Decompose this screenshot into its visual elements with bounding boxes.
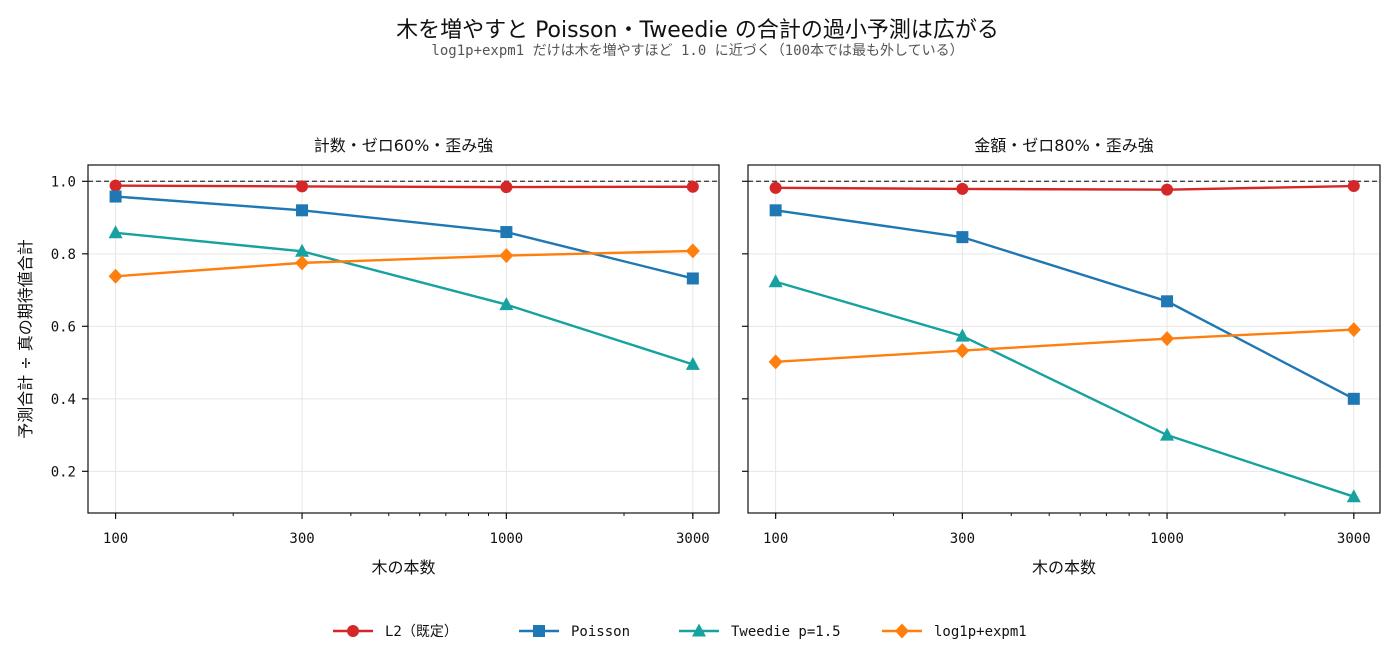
x-tick-label: 100 (763, 531, 788, 547)
series-line (115, 249, 693, 278)
data-point (1161, 295, 1174, 308)
data-point (295, 255, 310, 271)
data-point (956, 231, 969, 244)
data-point (295, 243, 310, 257)
data-point (500, 226, 513, 239)
data-point (1161, 183, 1174, 196)
x-tick-label: 3000 (1337, 531, 1371, 547)
legend-label: L2（既定） (385, 624, 458, 640)
y-tick-label: 0.4 (51, 392, 76, 408)
data-point (768, 354, 783, 370)
data-point (686, 272, 699, 285)
data-point (296, 180, 309, 193)
x-tick-label: 300 (950, 531, 975, 547)
x-tick-label: 1000 (1150, 531, 1184, 547)
legend-label: Tweedie p=1.5 (731, 624, 841, 640)
data-point (1346, 489, 1361, 503)
series-line (775, 280, 1355, 498)
series-line (775, 209, 1355, 400)
legend-entry-tweedie-p-1-5: Tweedie p=1.5 (679, 623, 841, 640)
plot-frame (87, 164, 720, 514)
legend-marker (533, 625, 545, 637)
y-tick-label: 0.2 (51, 464, 76, 480)
series-line (115, 231, 694, 366)
series-l2 (769, 180, 1360, 196)
data-point (769, 204, 782, 217)
series-poisson (109, 190, 699, 285)
data-point (768, 274, 783, 288)
series-l2 (109, 179, 699, 194)
panel-title: 計数・ゼロ60%・歪み強 (314, 136, 494, 155)
x-axis-title: 木の本数 (1032, 558, 1096, 577)
legend-marker (347, 625, 359, 637)
data-point (1160, 427, 1175, 441)
data-point (686, 180, 699, 193)
x-tick-label: 300 (289, 531, 314, 547)
data-point (1346, 322, 1361, 338)
data-point (500, 181, 513, 194)
x-axis-title: 木の本数 (371, 558, 435, 577)
legend-label: Poisson (571, 624, 630, 640)
legend: L2（既定） Poisson Tweedie p=1.5 log1p+expm1 (333, 623, 1027, 640)
data-point (499, 297, 514, 311)
x-tick-label: 3000 (676, 531, 710, 547)
data-point (955, 328, 970, 342)
data-point (769, 181, 782, 194)
series-tweedie-p-1-5 (768, 274, 1361, 503)
series-line (775, 328, 1354, 364)
data-point (1347, 180, 1360, 193)
y-tick-label: 0.6 (51, 319, 76, 335)
data-point (109, 179, 122, 192)
data-point (499, 248, 514, 264)
legend-entry-log1p-expm1: log1p+expm1 (882, 623, 1027, 640)
series-line (115, 184, 693, 189)
chart-subtitle: log1p+expm1 だけは木を増やすほど 1.0 に近づく（100本では最も… (431, 43, 964, 59)
x-tick-label: 100 (103, 531, 128, 547)
chart-panels: 100 300 1000 3000 0.2 0.4 0.6 0.8 1.0 計数・ゼロ60%・歪み… (16, 136, 1381, 577)
legend-marker (895, 623, 909, 639)
series-log1p-expm1 (768, 322, 1361, 370)
legend-marker (692, 623, 706, 637)
data-point (1347, 392, 1360, 405)
panel-title: 金額・ゼロ80%・歪み強 (974, 136, 1154, 155)
data-point (1160, 331, 1175, 347)
data-point (296, 204, 309, 217)
data-point (108, 268, 123, 284)
y-axis-title: 予測合計 ÷ 真の期待値合計 (16, 239, 35, 439)
data-point (956, 182, 969, 195)
x-tick-label: 1000 (490, 531, 524, 547)
y-tick-label: 1.0 (51, 174, 76, 190)
y-tick-label: 0.8 (51, 247, 76, 263)
series-poisson (769, 204, 1360, 405)
series-tweedie-p-1-5 (108, 225, 700, 370)
data-point (109, 190, 122, 203)
plot-frame (747, 164, 1381, 514)
panel-1: 100 300 1000 3000 0.2 0.4 0.6 0.8 1.0 計数・ゼロ60%・歪み… (16, 136, 720, 577)
series-log1p-expm1 (108, 243, 700, 284)
data-point (685, 243, 700, 259)
legend-entry-l2: L2（既定） (333, 624, 458, 640)
chart-title: 木を増やすと Poisson・Tweedie の合計の過小予測は広がる (396, 18, 999, 43)
legend-label: log1p+expm1 (934, 624, 1027, 640)
legend-entry-poisson: Poisson (519, 624, 630, 640)
data-point (108, 225, 123, 239)
series-line (115, 195, 694, 280)
data-point (955, 343, 970, 359)
series-line (775, 184, 1354, 191)
data-point (685, 356, 700, 370)
